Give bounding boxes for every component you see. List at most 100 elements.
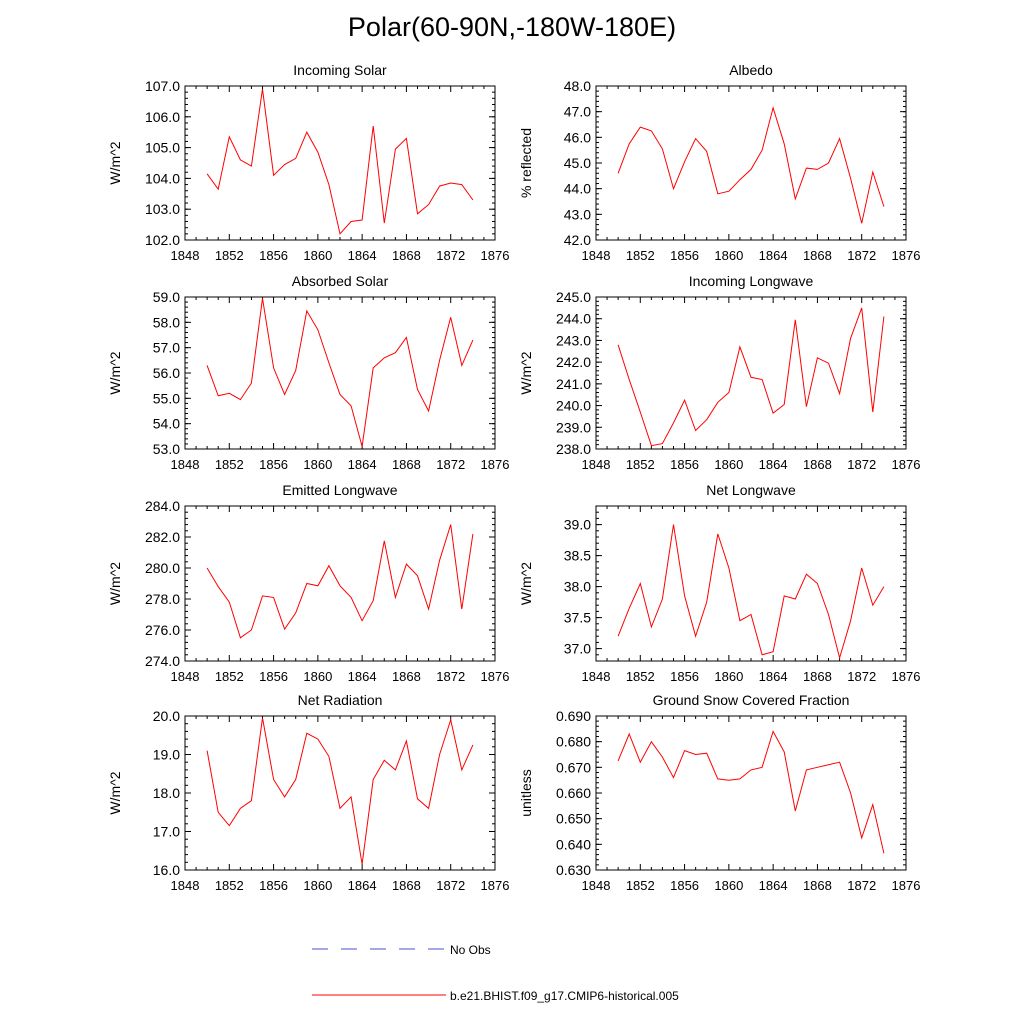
y-tick-label: 16.0 bbox=[153, 862, 180, 878]
x-tick-label: 1848 bbox=[171, 457, 200, 472]
x-tick-label: 1872 bbox=[847, 878, 876, 893]
y-tick-label: 55.0 bbox=[153, 390, 180, 406]
x-tick-label: 1864 bbox=[759, 878, 788, 893]
y-tick-label: 238.0 bbox=[556, 441, 591, 457]
y-tick-label: 276.0 bbox=[145, 622, 180, 638]
y-tick-label: 42.0 bbox=[564, 232, 591, 248]
x-tick-label: 1868 bbox=[392, 878, 421, 893]
x-tick-label: 1856 bbox=[670, 669, 699, 684]
x-tick-label: 1876 bbox=[481, 457, 510, 472]
y-tick-label: 0.640 bbox=[556, 836, 591, 852]
x-tick-label: 1860 bbox=[303, 669, 332, 684]
series-line bbox=[617, 730, 885, 854]
y-tick-label: 0.690 bbox=[556, 708, 591, 724]
y-tick-label: 241.0 bbox=[556, 376, 591, 392]
y-tick-label: 278.0 bbox=[145, 591, 180, 607]
y-axis-label: W/m^2 bbox=[107, 771, 123, 814]
y-tick-label: 243.0 bbox=[556, 332, 591, 348]
plot-frame bbox=[595, 505, 907, 662]
chart-title: Ground Snow Covered Fraction bbox=[653, 692, 850, 708]
y-tick-label: 105.0 bbox=[145, 140, 180, 156]
y-tick-label: 0.630 bbox=[556, 862, 591, 878]
x-tick-label: 1868 bbox=[803, 457, 832, 472]
x-tick-label: 1872 bbox=[436, 248, 465, 263]
x-tick-label: 1848 bbox=[171, 878, 200, 893]
x-tick-label: 1852 bbox=[626, 248, 655, 263]
y-tick-label: 282.0 bbox=[145, 529, 180, 545]
y-axis-label: W/m^2 bbox=[107, 351, 123, 394]
y-tick-label: 244.0 bbox=[556, 311, 591, 327]
y-tick-label: 240.0 bbox=[556, 398, 591, 414]
y-tick-label: 46.0 bbox=[564, 129, 591, 145]
x-tick-label: 1864 bbox=[348, 878, 377, 893]
x-tick-label: 1860 bbox=[714, 457, 743, 472]
y-axis-label: W/m^2 bbox=[107, 562, 123, 605]
y-tick-label: 0.650 bbox=[556, 811, 591, 827]
x-tick-label: 1868 bbox=[803, 669, 832, 684]
y-tick-label: 57.0 bbox=[153, 340, 180, 356]
x-tick-label: 1876 bbox=[892, 878, 921, 893]
plot-frame bbox=[595, 715, 907, 871]
y-tick-label: 38.5 bbox=[564, 548, 591, 564]
x-tick-label: 1872 bbox=[847, 248, 876, 263]
x-tick-label: 1864 bbox=[759, 457, 788, 472]
x-tick-label: 1856 bbox=[259, 878, 288, 893]
legend-label-model: b.e21.BHIST.f09_g17.CMIP6-historical.005 bbox=[450, 989, 679, 1003]
x-tick-label: 1852 bbox=[626, 878, 655, 893]
y-tick-label: 245.0 bbox=[556, 289, 591, 305]
x-tick-label: 1868 bbox=[392, 248, 421, 263]
page-title: Polar(60-90N,-180W-180E) bbox=[347, 12, 677, 42]
x-tick-label: 1848 bbox=[582, 248, 611, 263]
x-tick-label: 1872 bbox=[847, 457, 876, 472]
x-tick-label: 1856 bbox=[670, 457, 699, 472]
chart-title: Net Radiation bbox=[298, 692, 383, 708]
x-tick-label: 1856 bbox=[670, 248, 699, 263]
series-line bbox=[617, 307, 885, 447]
y-tick-label: 47.0 bbox=[564, 104, 591, 120]
chart-ground-snow-covered-fraction: Ground Snow Covered Fraction 1848 1852 1856… bbox=[518, 692, 920, 893]
x-tick-label: 1860 bbox=[303, 457, 332, 472]
x-tick-label: 1852 bbox=[626, 457, 655, 472]
y-tick-label: 242.0 bbox=[556, 354, 591, 370]
y-tick-label: 0.660 bbox=[556, 785, 591, 801]
x-tick-label: 1876 bbox=[892, 457, 921, 472]
y-tick-label: 0.670 bbox=[556, 759, 591, 775]
x-tick-label: 1872 bbox=[436, 457, 465, 472]
series-line bbox=[206, 717, 474, 865]
y-tick-label: 107.0 bbox=[145, 78, 180, 94]
y-tick-label: 38.0 bbox=[564, 579, 591, 595]
y-tick-label: 17.0 bbox=[153, 824, 180, 840]
y-tick-label: 104.0 bbox=[145, 170, 180, 186]
x-tick-label: 1872 bbox=[847, 669, 876, 684]
y-axis-label: % reflected bbox=[518, 128, 534, 198]
chart-absorbed-solar: Absorbed Solar 1848 1852 1856 1860 1864 1868 18… bbox=[107, 273, 509, 472]
x-tick-label: 1852 bbox=[626, 669, 655, 684]
y-axis-label: W/m^2 bbox=[518, 351, 534, 394]
x-tick-label: 1876 bbox=[481, 248, 510, 263]
y-tick-label: 280.0 bbox=[145, 560, 180, 576]
legend-label-no-obs: No Obs bbox=[450, 943, 491, 957]
x-tick-label: 1876 bbox=[481, 878, 510, 893]
x-tick-label: 1876 bbox=[892, 669, 921, 684]
y-tick-label: 19.0 bbox=[153, 747, 180, 763]
x-tick-label: 1860 bbox=[303, 878, 332, 893]
x-tick-label: 1848 bbox=[171, 669, 200, 684]
series-line bbox=[617, 524, 885, 660]
x-tick-label: 1876 bbox=[892, 248, 921, 263]
y-tick-label: 284.0 bbox=[145, 498, 180, 514]
plot-frame bbox=[184, 296, 496, 450]
y-tick-label: 274.0 bbox=[145, 653, 180, 669]
x-tick-label: 1848 bbox=[171, 248, 200, 263]
x-tick-label: 1868 bbox=[803, 878, 832, 893]
y-tick-label: 44.0 bbox=[564, 181, 591, 197]
y-tick-label: 48.0 bbox=[564, 78, 591, 94]
chart-emitted-longwave: Emitted Longwave 1848 1852 1856 1860 1864 1868… bbox=[107, 482, 509, 684]
chart-title: Incoming Longwave bbox=[689, 273, 814, 289]
x-tick-label: 1864 bbox=[348, 457, 377, 472]
chart-title: Incoming Solar bbox=[293, 62, 387, 78]
x-tick-label: 1848 bbox=[582, 669, 611, 684]
y-axis-label: W/m^2 bbox=[107, 141, 123, 184]
x-tick-label: 1852 bbox=[215, 878, 244, 893]
series-line bbox=[617, 105, 885, 224]
